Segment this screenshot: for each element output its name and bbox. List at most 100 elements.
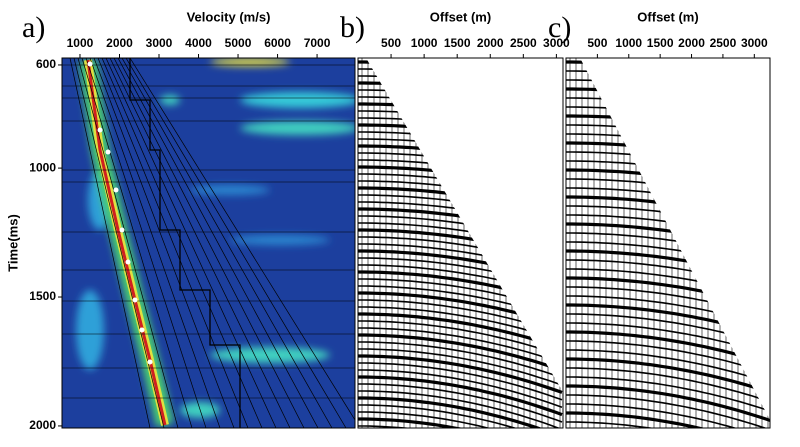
trend-red bbox=[86, 59, 167, 426]
wiggle-image bbox=[566, 58, 770, 428]
nmo-line bbox=[93, 58, 235, 428]
event bbox=[358, 404, 563, 428]
event bbox=[358, 369, 563, 408]
event bbox=[358, 320, 563, 357]
plot-frame bbox=[357, 57, 564, 429]
nmo-line bbox=[117, 58, 319, 428]
event bbox=[566, 367, 770, 403]
pick bbox=[139, 327, 145, 333]
x-tick-label: 6000 bbox=[264, 36, 291, 50]
y-tick-label: 2000 bbox=[29, 418, 56, 432]
event bbox=[566, 421, 770, 428]
x-tick-label: 4000 bbox=[185, 36, 212, 50]
blob bbox=[230, 235, 330, 245]
nmo-line bbox=[121, 58, 333, 428]
event bbox=[566, 376, 770, 412]
y-tick-label: 1000 bbox=[29, 160, 56, 174]
pick bbox=[87, 61, 93, 67]
blob bbox=[210, 58, 290, 66]
nmo-line bbox=[129, 58, 355, 421]
event bbox=[358, 390, 563, 428]
wiggle-image bbox=[358, 58, 563, 428]
event bbox=[358, 375, 563, 417]
event bbox=[358, 68, 563, 90]
x-axis-title: Offset (m) bbox=[430, 9, 491, 24]
panel-label: c) bbox=[548, 11, 571, 44]
pick bbox=[119, 227, 125, 233]
x-tick-label: 1500 bbox=[444, 36, 471, 50]
x-tick-label: 3000 bbox=[146, 36, 173, 50]
pick bbox=[97, 127, 103, 133]
event bbox=[358, 383, 563, 423]
event bbox=[358, 348, 563, 386]
plot-frame bbox=[61, 57, 356, 429]
event bbox=[566, 403, 770, 428]
nmo-line bbox=[97, 58, 249, 428]
event bbox=[358, 417, 563, 428]
nmo-line bbox=[109, 58, 291, 428]
event bbox=[566, 340, 770, 375]
x-tick-label: 3000 bbox=[741, 36, 768, 50]
event bbox=[566, 349, 770, 384]
event bbox=[566, 70, 770, 93]
pick bbox=[132, 297, 138, 303]
x-tick-label: 1500 bbox=[647, 36, 674, 50]
event bbox=[358, 312, 563, 350]
nmo-line bbox=[77, 58, 179, 428]
event bbox=[358, 354, 563, 394]
pick bbox=[105, 149, 111, 155]
y-axis-title: Time(ms) bbox=[5, 214, 20, 272]
x-tick-label: 2000 bbox=[106, 36, 133, 50]
plot-frame bbox=[565, 57, 771, 429]
x-axis-title: Velocity (m/s) bbox=[187, 9, 271, 24]
x-tick-label: 1000 bbox=[411, 36, 438, 50]
x-tick-label: 2500 bbox=[710, 36, 737, 50]
pick bbox=[125, 259, 131, 265]
nmo-line bbox=[81, 58, 193, 428]
nmo-line bbox=[89, 58, 221, 428]
event bbox=[566, 394, 770, 428]
x-axis-title: Offset (m) bbox=[637, 9, 698, 24]
nmo-line bbox=[73, 58, 165, 428]
event bbox=[358, 75, 563, 98]
y-tick-label: 1500 bbox=[29, 289, 56, 303]
event bbox=[358, 333, 563, 372]
x-tick-label: 1000 bbox=[67, 36, 94, 50]
blob bbox=[190, 185, 270, 195]
event bbox=[566, 411, 770, 428]
x-tick-label: 500 bbox=[587, 36, 607, 50]
event bbox=[566, 384, 770, 422]
pick bbox=[147, 359, 153, 365]
panel-label: b) bbox=[340, 11, 365, 44]
pick bbox=[113, 187, 119, 193]
event bbox=[358, 425, 563, 428]
blob bbox=[76, 290, 104, 370]
event bbox=[566, 357, 770, 394]
event bbox=[358, 396, 563, 428]
y-tick-label: 600 bbox=[36, 57, 56, 71]
x-tick-label: 2000 bbox=[477, 36, 504, 50]
blob bbox=[160, 95, 180, 105]
nmo-line bbox=[125, 58, 347, 428]
nmo-line bbox=[69, 58, 151, 428]
x-tick-label: 2000 bbox=[678, 36, 705, 50]
nmo-line bbox=[85, 58, 207, 428]
x-tick-label: 1000 bbox=[615, 36, 642, 50]
x-tick-label: 3000 bbox=[543, 36, 570, 50]
semblance-image bbox=[62, 58, 355, 428]
x-tick-label: 500 bbox=[381, 36, 401, 50]
nmo-line bbox=[101, 58, 263, 428]
nmo-line bbox=[113, 58, 305, 428]
blob bbox=[240, 121, 355, 135]
x-tick-label: 2500 bbox=[510, 36, 537, 50]
event bbox=[358, 362, 563, 401]
event bbox=[358, 411, 563, 428]
interval-velocity bbox=[100, 58, 241, 428]
x-tick-label: 5000 bbox=[225, 36, 252, 50]
event bbox=[358, 341, 563, 379]
panel-label: a) bbox=[22, 11, 45, 44]
event bbox=[566, 60, 770, 84]
event bbox=[358, 60, 563, 84]
x-tick-label: 7000 bbox=[304, 36, 331, 50]
